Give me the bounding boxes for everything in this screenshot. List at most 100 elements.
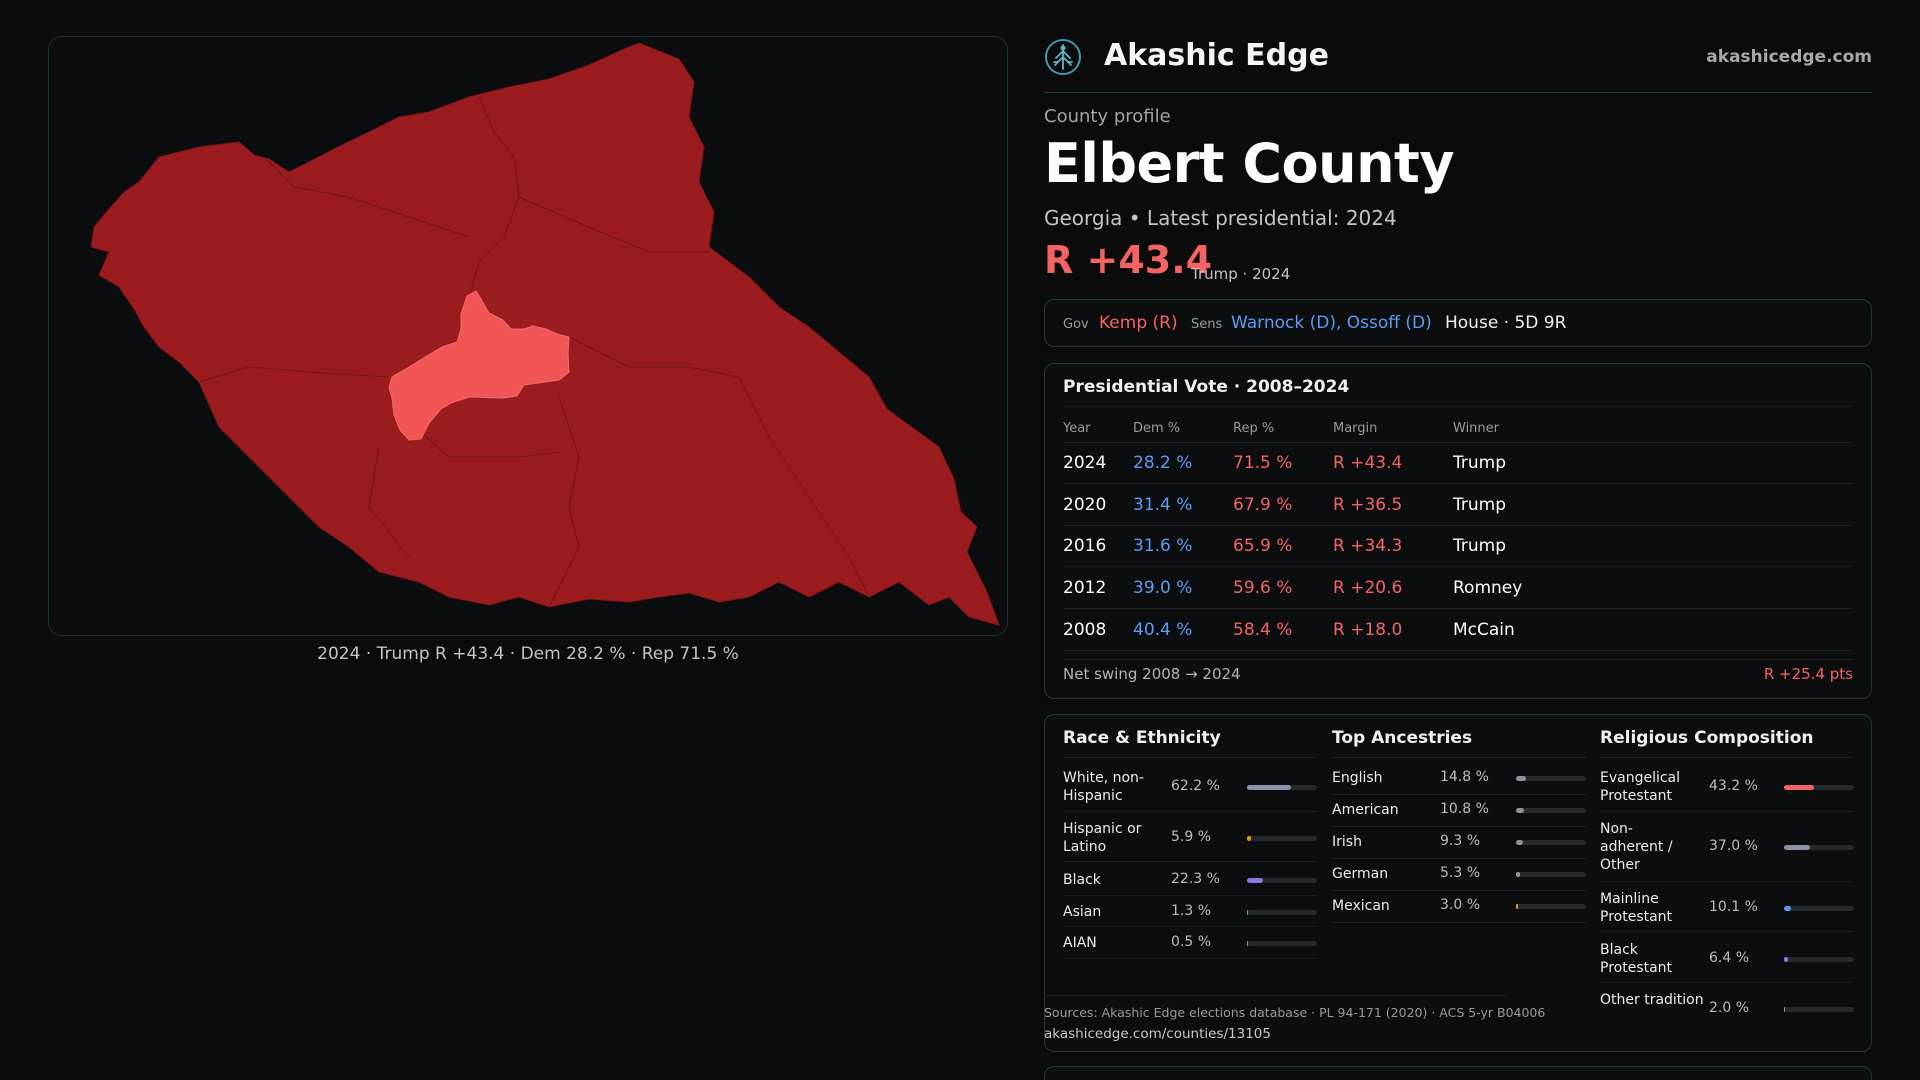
row-winner: Trump [1453, 495, 1507, 515]
county-map-panel[interactable] [48, 36, 1008, 636]
race-bar [1247, 836, 1317, 841]
next-card [1044, 1066, 1872, 1080]
race-label: Asian [1063, 904, 1102, 920]
ancestry-label: German [1332, 866, 1389, 882]
row-dem: 31.6 % [1133, 536, 1193, 556]
brand-header: Akashic Edge akashicedge.com [1044, 36, 1872, 92]
page-title: Elbert County [1044, 132, 1455, 195]
race-bar [1247, 941, 1317, 946]
brand-url-link[interactable]: akashicedge.com [1706, 47, 1872, 67]
presidential-card-title: Presidential Vote · 2008–2024 [1063, 377, 1350, 397]
religion-bar [1784, 845, 1854, 850]
row-year: 2024 [1063, 453, 1107, 473]
col-header-winner: Winner [1453, 421, 1500, 436]
religion-bar [1784, 957, 1854, 962]
ancestry-bar [1516, 872, 1586, 877]
race-bar [1247, 910, 1317, 915]
race-value: 5.9 % [1171, 829, 1212, 845]
ancestry-column: Top Ancestries English 14.8 % American 1… [1332, 715, 1586, 1053]
race-label: White, non-Hispanic [1063, 770, 1144, 804]
headline-margin-note: Trump · 2024 [1191, 265, 1291, 283]
governor-name[interactable]: Kemp (R) [1099, 313, 1178, 333]
ancestry-value: 10.8 % [1440, 801, 1489, 817]
religion-value: 6.4 % [1709, 950, 1750, 966]
religion-column: Religious Composition Evangelical Protes… [1600, 715, 1854, 1053]
map-caption: 2024 · Trump R +43.4 · Dem 28.2 % · Rep … [317, 644, 739, 664]
race-value: 22.3 % [1171, 871, 1220, 887]
row-dem: 28.2 % [1133, 453, 1193, 473]
race-bar [1247, 878, 1317, 883]
ancestry-value: 3.0 % [1440, 897, 1481, 913]
row-winner: Romney [1453, 578, 1523, 598]
section-kicker: County profile [1044, 106, 1171, 127]
ancestry-label: Irish [1332, 834, 1362, 850]
highlighted-county-subdivision[interactable] [388, 290, 570, 441]
tree-emblem-icon[interactable] [1044, 38, 1082, 76]
senators-names[interactable]: Warnock (D), Ossoff (D) [1231, 313, 1432, 333]
row-rep: 67.9 % [1233, 495, 1293, 515]
race-title: Race & Ethnicity [1063, 728, 1221, 748]
row-rep: 71.5 % [1233, 453, 1293, 473]
ancestry-value: 9.3 % [1440, 833, 1481, 849]
sources-divider [1044, 995, 1506, 996]
row-margin: R +36.5 [1333, 495, 1403, 515]
ancestry-bar [1516, 840, 1586, 845]
religion-bar [1784, 785, 1854, 790]
religion-label: Non-adherent / Other [1600, 821, 1673, 873]
ancestry-label: American [1332, 802, 1399, 818]
ancestry-label: Mexican [1332, 898, 1390, 914]
col-header-year: Year [1063, 421, 1091, 436]
row-dem: 39.0 % [1133, 578, 1193, 598]
sources-text: Sources: Akashic Edge elections database… [1044, 1005, 1546, 1020]
row-margin: R +43.4 [1333, 453, 1403, 473]
demographics-card: Race & Ethnicity White, non-Hispanic 62.… [1044, 714, 1872, 1052]
presidential-vote-card: Presidential Vote · 2008–2024 Year Dem %… [1044, 363, 1872, 699]
gov-label: Gov [1063, 317, 1089, 332]
col-header-rep: Rep % [1233, 421, 1275, 436]
row-rep: 58.4 % [1233, 620, 1293, 640]
sources-link[interactable]: akashicedge.com/counties/13105 [1044, 1026, 1271, 1042]
religion-value: 43.2 % [1709, 778, 1758, 794]
race-value: 1.3 % [1171, 903, 1212, 919]
row-dem: 40.4 % [1133, 620, 1193, 640]
col-header-margin: Margin [1333, 421, 1378, 436]
ancestry-bar [1516, 808, 1586, 813]
row-margin: R +18.0 [1333, 620, 1403, 640]
house-delegation[interactable]: House · 5D 9R [1445, 313, 1567, 333]
row-margin: R +20.6 [1333, 578, 1403, 598]
race-value: 62.2 % [1171, 778, 1220, 794]
profile-panel: Akashic Edge akashicedge.com County prof… [1044, 0, 1872, 1080]
row-winner: Trump [1453, 536, 1507, 556]
race-value: 0.5 % [1171, 934, 1212, 950]
religion-value: 2.0 % [1709, 1000, 1750, 1016]
race-label: AIAN [1063, 935, 1097, 951]
religion-value: 10.1 % [1709, 899, 1758, 915]
religion-label: Evangelical Protestant [1600, 770, 1681, 804]
brand-name[interactable]: Akashic Edge [1104, 38, 1329, 73]
race-bar [1247, 785, 1317, 790]
religion-label: Other tradition [1600, 992, 1704, 1008]
row-dem: 31.4 % [1133, 495, 1193, 515]
row-rep: 65.9 % [1233, 536, 1293, 556]
row-margin: R +34.3 [1333, 536, 1403, 556]
row-year: 2020 [1063, 495, 1107, 515]
net-swing-label: Net swing 2008 → 2024 [1063, 665, 1241, 683]
religion-bar [1784, 1007, 1854, 1012]
ancestry-title: Top Ancestries [1332, 728, 1473, 748]
religion-value: 37.0 % [1709, 838, 1758, 854]
row-year: 2012 [1063, 578, 1107, 598]
row-winner: McCain [1453, 620, 1515, 640]
race-label: Black [1063, 872, 1101, 888]
county-map[interactable] [49, 37, 1008, 636]
senators-label: Sens [1191, 317, 1223, 332]
district-lines [198, 96, 870, 608]
row-winner: Trump [1453, 453, 1507, 473]
religion-bar [1784, 906, 1854, 911]
race-column: Race & Ethnicity White, non-Hispanic 62.… [1063, 715, 1317, 1053]
col-header-dem: Dem % [1133, 421, 1181, 436]
officials-bar: Gov Kemp (R) Sens Warnock (D), Ossoff (D… [1044, 299, 1872, 347]
ancestry-bar [1516, 904, 1586, 909]
ancestry-bar [1516, 776, 1586, 781]
race-label: Hispanic or Latino [1063, 821, 1142, 855]
religion-label: Mainline Protestant [1600, 891, 1673, 925]
